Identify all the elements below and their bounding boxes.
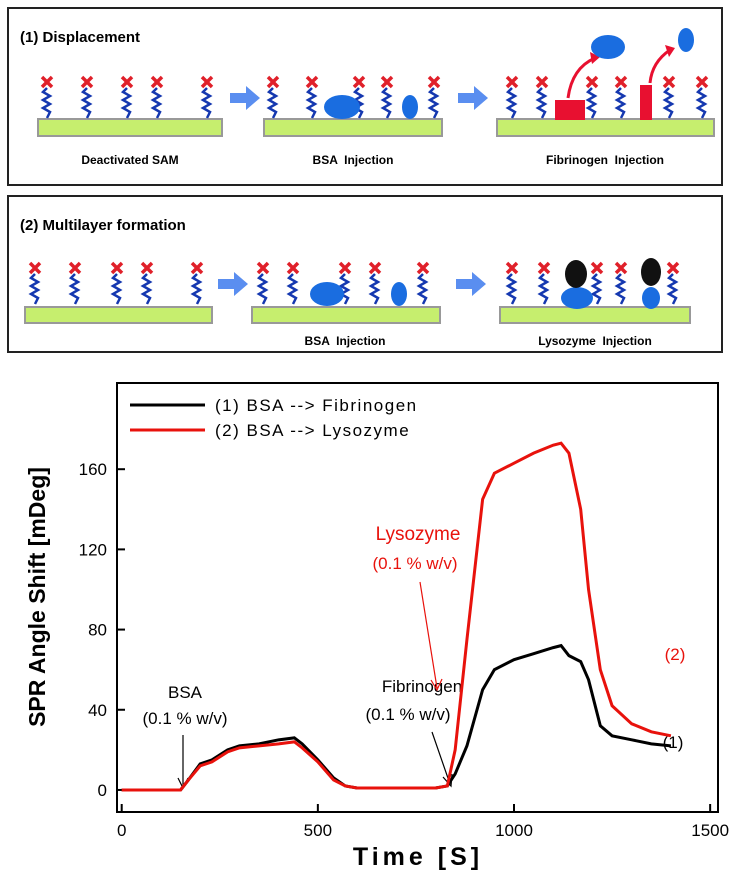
panel-1: (1) Displacement Deactivated SAM BSA Inj… <box>7 7 723 186</box>
annotation: Lysozyme <box>376 524 461 545</box>
step-label: BSA Injection <box>305 334 386 348</box>
annotation: (2) <box>665 645 686 664</box>
panel-title: (2) Multilayer formation <box>20 217 186 234</box>
y-tick-label: 40 <box>88 701 107 720</box>
chart: SPR Angle Shift [mDeg] Time [S] BSA (0.1… <box>24 382 729 871</box>
step-label: BSA Injection <box>313 153 394 167</box>
panel-title: (1) Displacement <box>20 29 140 46</box>
y-tick-label: 0 <box>98 781 107 800</box>
annotation: BSA <box>168 683 203 702</box>
annotation: (0.1 % w/v) <box>142 709 227 728</box>
x-axis-label: Time [S] <box>353 843 483 871</box>
annotation: Fibrinogen <box>382 677 462 696</box>
y-tick-label: 80 <box>88 621 107 640</box>
step-label: Deactivated SAM <box>81 153 178 167</box>
y-tick-label: 160 <box>79 460 107 479</box>
plot-frame <box>116 382 719 813</box>
data-line <box>121 441 672 792</box>
step-label: Lysozyme Injection <box>538 334 652 348</box>
annotation: (0.1 % w/v) <box>372 554 457 573</box>
annotation: (1) <box>663 733 684 752</box>
legend-label: (1) BSA --> Fibrinogen <box>215 396 418 415</box>
y-axis-label: SPR Angle Shift [mDeg] <box>24 467 50 727</box>
step-label: Fibrinogen Injection <box>546 153 664 167</box>
y-tick-label: 120 <box>79 540 107 559</box>
annotation: (0.1 % w/v) <box>365 705 450 724</box>
legend-label: (2) BSA --> Lysozyme <box>215 421 410 440</box>
x-tick-label: 1000 <box>495 821 533 840</box>
x-tick-label: 500 <box>304 821 332 840</box>
x-tick-label: 1500 <box>691 821 729 840</box>
x-tick-label: 0 <box>117 821 126 840</box>
panel-2: (2) Multilayer formation BSA Injection L… <box>7 195 723 353</box>
